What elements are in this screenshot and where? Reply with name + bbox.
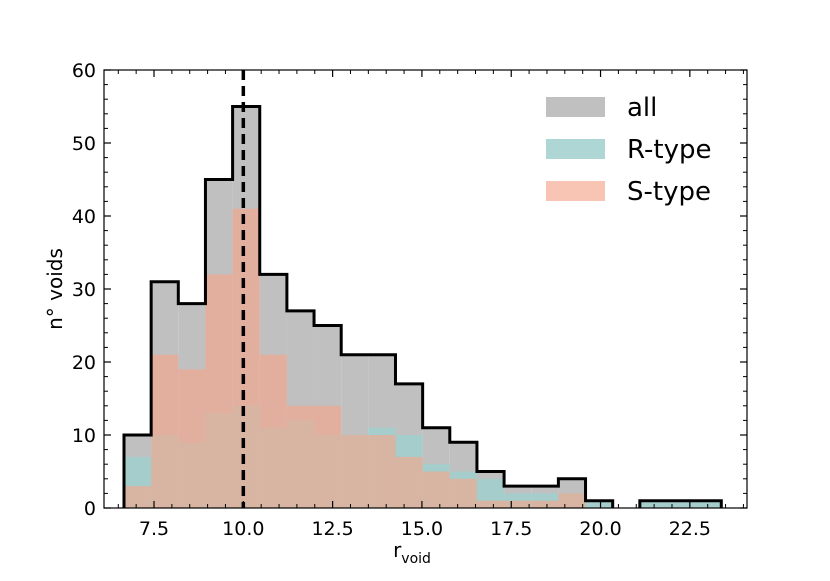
bar-stype-3 [205, 274, 233, 508]
x-tick-labels: 7.5 10.0 12.5 15.0 17.5 20.0 22.5 [139, 518, 711, 540]
bar-stype-0 [124, 486, 152, 508]
legend-label-all: all [627, 93, 657, 123]
x-axis-label-main: r [393, 538, 402, 562]
y-tick-labels: 0 10 20 30 40 50 60 [72, 60, 96, 520]
bar-stype-7 [314, 405, 342, 508]
x-axis-label-sub: void [401, 551, 431, 567]
x-tick-label-3: 15.0 [401, 518, 443, 540]
x-tick-label-6: 22.5 [669, 518, 711, 540]
bar-stype-13 [476, 500, 505, 508]
bar-stype-8 [341, 435, 369, 508]
y-tick-label-2: 20 [72, 352, 96, 374]
x-tick-label-2: 12.5 [311, 518, 353, 540]
x-tick-label-1: 10.0 [222, 518, 264, 540]
y-tick-label-1: 10 [72, 425, 96, 447]
bar-stype-5 [259, 354, 287, 508]
series-all-outline [122, 105, 723, 508]
legend-label-stype: S-type [627, 177, 711, 207]
bar-stype-1 [151, 354, 179, 508]
y-tick-label-5: 50 [72, 133, 96, 155]
bar-stype-15 [531, 500, 559, 508]
bar-stype-16 [558, 493, 586, 508]
legend-swatch-rtype [546, 139, 605, 159]
bar-stype-14 [504, 500, 532, 508]
y-axis-label: n° voids [43, 248, 67, 330]
legend-label-rtype: R-type [627, 135, 711, 165]
bar-stype-9 [368, 435, 396, 508]
bar-rtype-20 [666, 500, 695, 508]
y-tick-label-3: 30 [72, 279, 96, 301]
x-tick-label-4: 17.5 [490, 518, 532, 540]
bar-stype-6 [286, 405, 315, 508]
bar-stype-10 [395, 456, 423, 508]
y-tick-label-4: 40 [72, 206, 96, 228]
y-tick-label-0: 0 [84, 498, 96, 520]
bar-stype-11 [422, 471, 450, 508]
x-tick-label-5: 20.0 [579, 518, 621, 540]
bar-rtype-19 [639, 500, 667, 508]
bar-stype-2 [178, 369, 206, 508]
x-tick-label-0: 7.5 [139, 518, 169, 540]
axis-ticks [104, 69, 747, 509]
legend-swatch-stype [546, 181, 605, 201]
bar-stype-4 [232, 208, 260, 508]
bar-rtype-17 [585, 500, 613, 508]
bar-stype-12 [449, 478, 477, 508]
legend: all R-type S-type [546, 93, 711, 207]
legend-swatch-all [546, 97, 605, 117]
y-tick-label-6: 60 [72, 60, 96, 82]
x-axis-label: rvoid [393, 538, 431, 567]
